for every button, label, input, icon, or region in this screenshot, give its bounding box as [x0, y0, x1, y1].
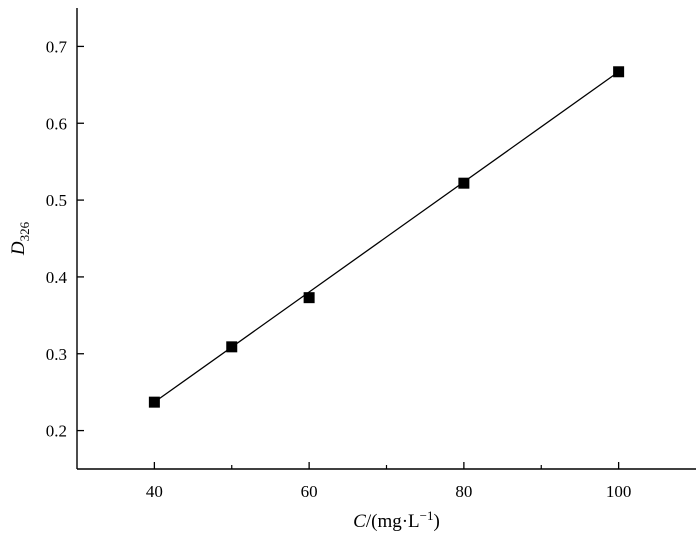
data-point [613, 66, 625, 78]
x-tick-label: 40 [146, 482, 163, 501]
x-ticks: 40 60 80 100 [146, 462, 632, 501]
data-points [148, 66, 625, 408]
y-ticks: 0.2 0.3 0.4 0.5 0.6 0.7 [46, 37, 84, 441]
y-tick-label: 0.4 [46, 268, 68, 287]
y-tick-label: 0.5 [46, 191, 67, 210]
x-tick-label: 80 [455, 482, 472, 501]
x-axis-label: C/(mg·L−1) [353, 508, 440, 532]
data-point [148, 396, 160, 408]
y-axis-label: D326 [8, 221, 32, 256]
y-tick-label: 0.6 [46, 114, 67, 133]
x-tick-label: 100 [606, 482, 632, 501]
data-point [458, 177, 470, 189]
data-point [303, 292, 315, 304]
y-tick-label: 0.7 [46, 37, 68, 56]
y-tick-label: 0.2 [46, 422, 67, 441]
fit-line [153, 71, 620, 403]
y-tick-label: 0.3 [46, 345, 67, 364]
x-tick-label: 60 [301, 482, 318, 501]
data-point [226, 341, 238, 353]
